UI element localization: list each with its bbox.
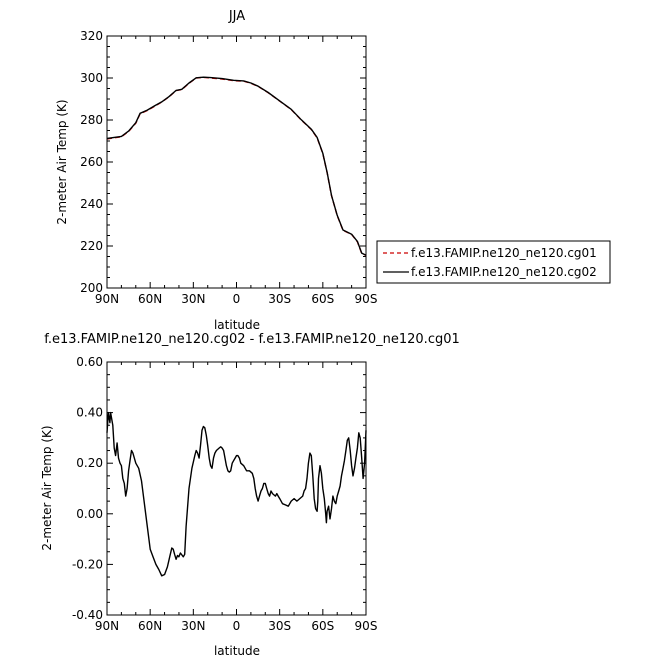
bottom-y-tick-label: 0.00 <box>76 507 103 521</box>
top-x-tick-label: 30N <box>181 292 205 306</box>
top-x-tick-label: 90S <box>355 292 378 306</box>
top-series-group <box>106 76 367 257</box>
top-panel: JJA 90N 60N 30N 0 30S 60S 90S 200 220 240 260 280 30… <box>55 9 377 332</box>
bottom-x-tick-label: 90N <box>95 619 119 633</box>
bottom-series-group <box>106 411 367 577</box>
bottom-ticks <box>106 361 367 616</box>
top-x-tick-label: 60S <box>311 292 334 306</box>
bottom-x-tick-label: 30S <box>268 619 291 633</box>
legend-box <box>376 240 611 284</box>
top-chart-title: JJA <box>228 9 245 24</box>
bottom-x-tick-label: 30N <box>181 619 205 633</box>
bottom-x-tick-label: 90S <box>355 619 378 633</box>
bottom-y-tick-label: 0.40 <box>76 406 103 420</box>
bottom-y-axis-label: 2-meter Air Temp (K) <box>40 425 54 550</box>
bottom-x-axis-label: latitude <box>214 644 260 658</box>
bottom-y-tick-label: 0.20 <box>76 456 103 470</box>
bottom-x-tick-label: 0 <box>233 619 241 633</box>
bottom-plot-frame <box>106 361 367 616</box>
top-y-tick-label: 280 <box>80 113 103 127</box>
legend-label-cg02: f.e13.FAMIP.ne120_ne120.cg02 <box>411 265 597 279</box>
top-tick-labels: 90N 60N 30N 0 30S 60S 90S 200 220 240 260 280 300 320 <box>80 29 377 306</box>
bottom-series-line-0 <box>106 411 367 577</box>
bottom-y-tick-label: -0.20 <box>72 557 103 571</box>
bottom-x-tick-label: 60S <box>311 619 334 633</box>
bottom-x-tick-label: 60N <box>138 619 162 633</box>
legend-label-cg01: f.e13.FAMIP.ne120_ne120.cg01 <box>411 246 597 260</box>
top-x-axis-label: latitude <box>214 318 260 332</box>
top-x-tick-label: 90N <box>95 292 119 306</box>
top-y-axis-label: 2-meter Air Temp (K) <box>55 99 69 224</box>
top-plot-frame <box>106 35 367 289</box>
top-y-tick-label: 200 <box>80 281 103 295</box>
top-x-tick-label: 30S <box>268 292 291 306</box>
bottom-y-tick-label: 0.60 <box>76 355 103 369</box>
top-series-line-1 <box>106 76 367 256</box>
top-y-tick-label: 240 <box>80 197 103 211</box>
bottom-panel: f.e13.FAMIP.ne120_ne120.cg02 - f.e13.FAM… <box>40 332 460 658</box>
bottom-tick-labels: 90N 60N 30N 0 30S 60S 90S -0.40 -0.20 0.00 0.20 0.4… <box>72 355 378 633</box>
top-y-tick-label: 220 <box>80 239 103 253</box>
top-y-tick-label: 260 <box>80 155 103 169</box>
legend: f.e13.FAMIP.ne120_ne120.cg01 f.e13.FAMIP… <box>376 240 611 284</box>
top-y-tick-label: 300 <box>80 71 103 85</box>
top-y-tick-label: 320 <box>80 29 103 43</box>
top-series-line-0 <box>106 76 367 257</box>
top-ticks <box>106 35 367 289</box>
bottom-chart-title: f.e13.FAMIP.ne120_ne120.cg02 - f.e13.FAM… <box>44 332 460 347</box>
bottom-y-tick-label: -0.40 <box>72 608 103 622</box>
top-x-tick-label: 0 <box>233 292 241 306</box>
top-x-tick-label: 60N <box>138 292 162 306</box>
